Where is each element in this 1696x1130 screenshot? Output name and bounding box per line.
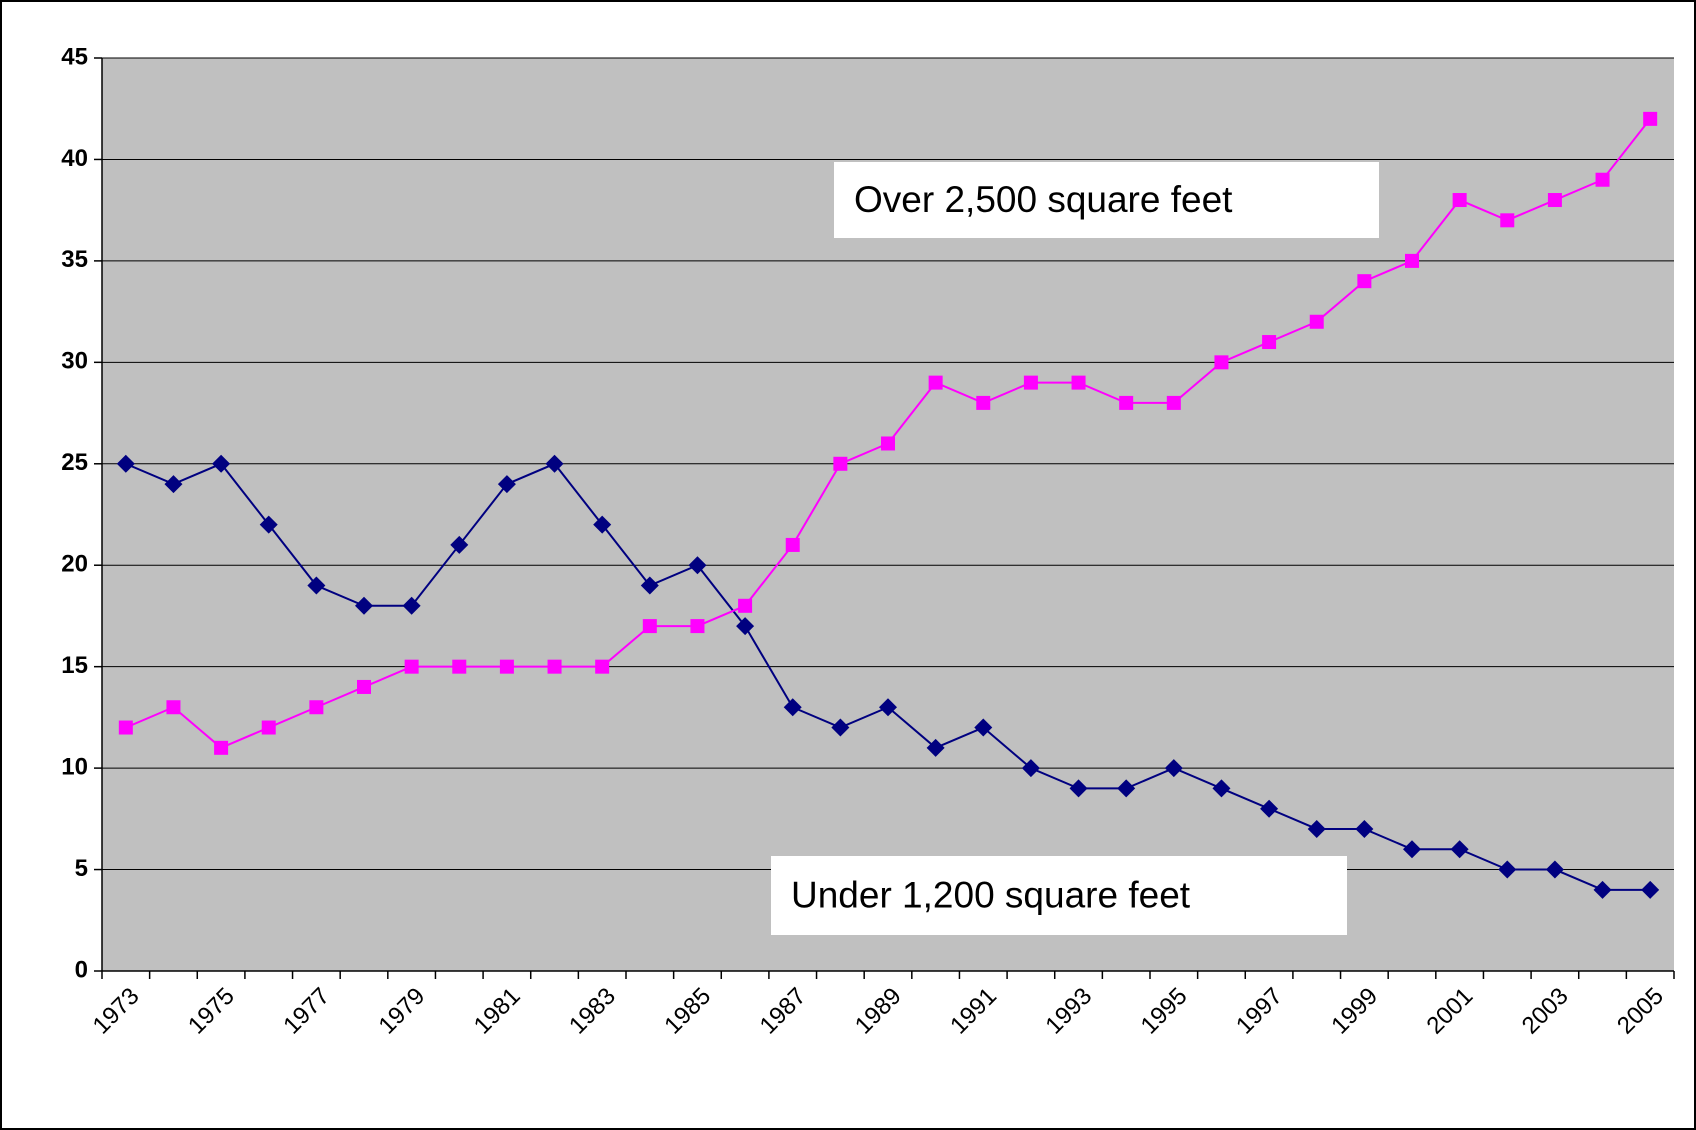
y-tick-label: 10 (61, 753, 88, 780)
diamond-marker (1403, 840, 1421, 859)
y-tick-label: 15 (61, 652, 88, 679)
square-marker (1357, 274, 1372, 289)
square-marker (1214, 355, 1229, 370)
diamond-marker (593, 515, 612, 534)
diamond-marker (1450, 840, 1469, 859)
diamond-marker (1069, 779, 1088, 798)
y-tick-label: 45 (61, 43, 88, 70)
square-marker (738, 598, 753, 613)
square-marker (1452, 193, 1467, 208)
diamond-marker (355, 596, 373, 615)
square-marker (1405, 253, 1419, 268)
diamond-marker (1498, 860, 1517, 879)
diamond-marker (879, 698, 897, 717)
diamond-marker (307, 576, 326, 595)
series-label: Under 1,200 square feet (791, 874, 1191, 915)
diamond-marker (831, 718, 850, 737)
diamond-marker (688, 556, 707, 575)
y-tick-label: 25 (61, 449, 88, 476)
diamond-marker (1260, 799, 1279, 818)
diamond-marker (926, 738, 945, 757)
y-tick-label: 30 (61, 348, 88, 375)
square-marker (1309, 314, 1324, 329)
series-label: Over 2,500 square feet (854, 179, 1233, 220)
square-marker (1262, 335, 1277, 350)
diamond-marker (1545, 860, 1564, 879)
y-tick-label: 5 (75, 855, 88, 882)
square-marker (1643, 111, 1658, 126)
square-marker (642, 619, 657, 634)
square-marker (1595, 172, 1610, 187)
square-marker (595, 659, 610, 674)
square-marker (404, 659, 419, 674)
diamond-marker (116, 454, 135, 473)
square-marker (976, 395, 991, 410)
square-marker (1119, 395, 1134, 410)
square-marker (1023, 375, 1038, 390)
square-marker (928, 375, 943, 390)
square-marker (1500, 213, 1515, 228)
square-marker (690, 619, 705, 634)
square-marker (1166, 395, 1181, 410)
y-tick-label: 35 (61, 246, 88, 273)
diamond-marker (1355, 819, 1374, 838)
square-marker (881, 436, 895, 451)
diamond-marker (1212, 779, 1231, 798)
square-marker (214, 740, 229, 755)
series-label-box (834, 162, 1379, 238)
y-tick-label: 0 (75, 956, 88, 983)
diamond-marker (783, 698, 802, 717)
square-marker (166, 700, 181, 715)
diamond-marker (164, 475, 183, 494)
square-marker (1547, 193, 1562, 208)
diamond-marker (1164, 759, 1183, 778)
square-marker (785, 537, 800, 552)
square-marker (309, 700, 324, 715)
diamond-marker (1593, 880, 1612, 899)
square-marker (833, 456, 848, 471)
square-marker (261, 720, 276, 735)
series-label-box (771, 856, 1347, 935)
diamond-marker (402, 596, 421, 615)
square-marker (1071, 375, 1086, 390)
square-marker (547, 659, 562, 674)
diamond-marker (1117, 779, 1136, 798)
diamond-marker (1307, 819, 1326, 838)
diamond-marker (212, 454, 231, 473)
square-marker (499, 659, 514, 674)
y-tick-label: 40 (61, 145, 88, 172)
diamond-marker (1641, 880, 1660, 899)
diamond-marker (736, 617, 755, 636)
diamond-marker (259, 515, 278, 534)
y-tick-label: 20 (61, 551, 88, 578)
diamond-marker (640, 576, 659, 595)
diamond-marker (545, 454, 564, 473)
diamond-marker (450, 535, 469, 554)
square-marker (118, 720, 133, 735)
diamond-marker (974, 718, 993, 737)
diamond-marker (497, 475, 516, 494)
diamond-marker (1021, 759, 1040, 778)
square-marker (452, 659, 467, 674)
square-marker (357, 679, 371, 694)
